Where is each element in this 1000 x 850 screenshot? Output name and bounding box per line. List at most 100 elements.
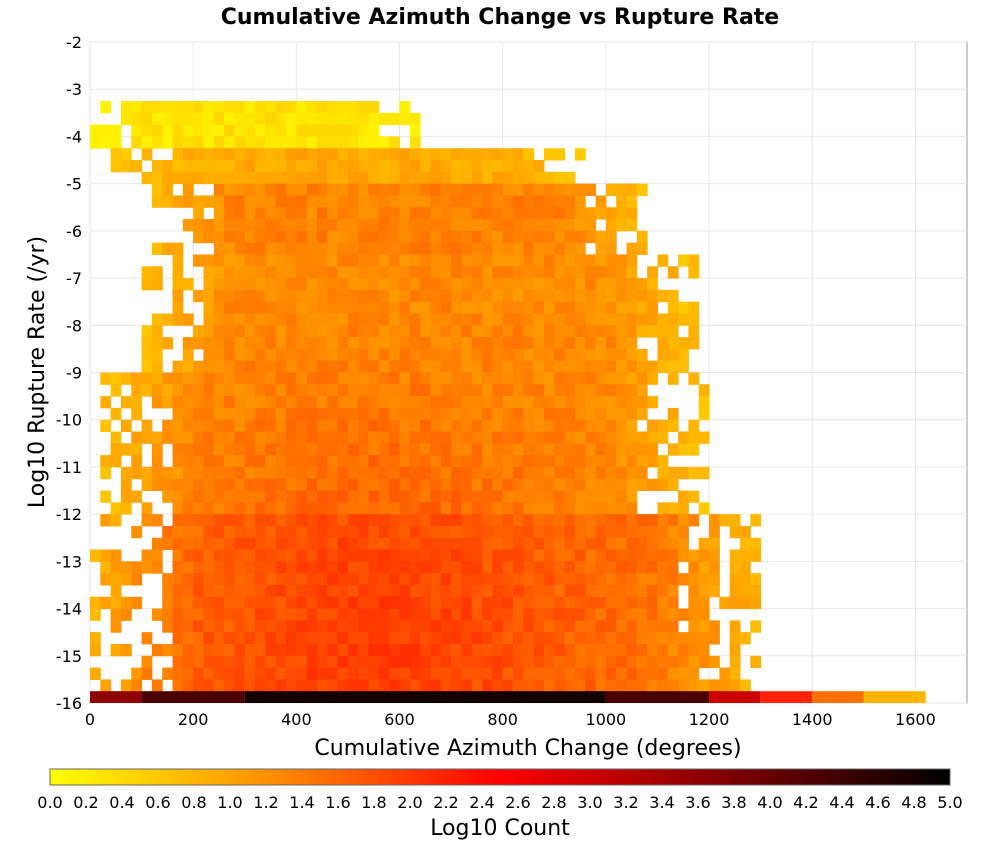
heatmap-cell — [296, 655, 308, 669]
heatmap-cell — [316, 584, 328, 598]
heatmap-cell — [399, 514, 411, 527]
heatmap-cell — [296, 514, 308, 527]
heatmap-cell — [451, 490, 462, 503]
heatmap-cell — [461, 502, 473, 515]
colorbar-tick-label: 3.0 — [577, 793, 602, 812]
heatmap-cell — [234, 278, 246, 291]
heatmap-cell — [347, 455, 359, 468]
heatmap-cell — [368, 337, 380, 350]
heatmap-cell — [316, 679, 328, 692]
heatmap-cell — [667, 360, 679, 373]
heatmap-cell — [213, 124, 225, 137]
heatmap-cell — [358, 561, 370, 574]
heatmap-cell — [698, 466, 710, 480]
heatmap-cell — [482, 655, 493, 669]
heatmap-cell — [306, 478, 318, 492]
heatmap-cell — [440, 655, 452, 669]
heatmap-cell — [554, 419, 566, 433]
heatmap-cell — [636, 679, 648, 692]
heatmap-cell — [482, 643, 493, 657]
heatmap-cell — [533, 301, 545, 314]
heatmap-cell — [244, 278, 256, 291]
heatmap-cell — [688, 549, 700, 562]
heatmap-cell — [255, 502, 266, 515]
heatmap-cell — [420, 596, 431, 610]
heatmap-cell — [275, 407, 287, 421]
heatmap-cell — [172, 573, 184, 586]
heatmap-cell — [275, 348, 287, 362]
heatmap-cell — [574, 254, 586, 267]
heatmap-cell — [255, 667, 266, 680]
heatmap-cell — [471, 313, 483, 326]
heatmap-cell — [595, 396, 607, 409]
heatmap-cell — [471, 230, 483, 244]
heatmap-cell — [409, 643, 421, 657]
heatmap-cell — [482, 561, 493, 574]
heatmap-cell — [513, 396, 524, 409]
heatmap-cell — [482, 325, 493, 338]
heatmap-cell — [378, 313, 390, 326]
heatmap-cell — [265, 537, 277, 551]
heatmap-cell — [275, 608, 287, 621]
heatmap-cell — [378, 549, 390, 562]
heatmap-cell — [316, 230, 328, 244]
heatmap-cell — [316, 478, 328, 492]
heatmap-cell — [275, 337, 287, 350]
heatmap-cell — [543, 242, 555, 255]
heatmap-cell — [368, 443, 380, 456]
heatmap-cell — [440, 466, 452, 480]
x-tick-label: 1600 — [895, 710, 936, 729]
heatmap-cell — [399, 219, 411, 232]
heatmap-cell — [461, 242, 473, 255]
heatmap-cell — [193, 490, 204, 503]
heatmap-cell — [120, 596, 132, 610]
heatmap-cell — [358, 419, 370, 433]
heatmap-cell — [203, 360, 215, 373]
heatmap-cell — [471, 596, 483, 610]
heatmap-cell — [389, 325, 401, 338]
heatmap-cell — [564, 219, 576, 232]
heatmap-cell — [337, 443, 349, 456]
heatmap-cell — [657, 431, 669, 444]
heatmap-cell — [316, 667, 328, 680]
heatmap-cell — [203, 396, 215, 409]
heatmap-cell — [647, 372, 658, 385]
heatmap-cell — [265, 313, 277, 326]
heatmap-cell — [585, 655, 597, 669]
heatmap-cell — [502, 514, 514, 527]
heatmap-cell — [451, 183, 462, 196]
heatmap-cell — [203, 584, 215, 598]
heatmap-cell — [378, 183, 390, 196]
colorbar-tick-label: 0.8 — [181, 793, 206, 812]
heatmap-cell — [224, 549, 235, 562]
heatmap-cell — [172, 360, 184, 373]
heatmap-cell — [162, 195, 174, 208]
heatmap-cell — [533, 195, 545, 208]
heatmap-cell — [523, 549, 535, 562]
heatmap-cell — [595, 278, 607, 291]
heatmap-cell — [368, 667, 380, 680]
heatmap-cell — [141, 549, 153, 562]
heatmap-cell — [327, 396, 339, 409]
heatmap-cell — [678, 313, 689, 326]
heatmap-cell — [213, 419, 225, 433]
heatmap-cell — [451, 254, 462, 267]
heatmap-cell — [502, 561, 514, 574]
heatmap-cell — [626, 525, 638, 539]
heatmap-cell — [513, 289, 524, 303]
heatmap-cell — [688, 632, 700, 645]
heatmap-cell — [162, 112, 174, 126]
heatmap-cell — [492, 478, 504, 492]
heatmap-cell — [327, 289, 339, 303]
heatmap-cell — [502, 384, 514, 397]
heatmap-cell — [616, 537, 628, 551]
heatmap-cell — [275, 289, 287, 303]
heatmap-cell — [451, 171, 462, 185]
heatmap-cell — [234, 195, 246, 208]
heatmap-cell — [709, 632, 720, 645]
heatmap-cell — [358, 219, 370, 232]
heatmap-cell — [533, 455, 545, 468]
heatmap-cell — [667, 478, 679, 492]
heatmap-cell — [451, 289, 462, 303]
heatmap-cell — [523, 325, 535, 338]
